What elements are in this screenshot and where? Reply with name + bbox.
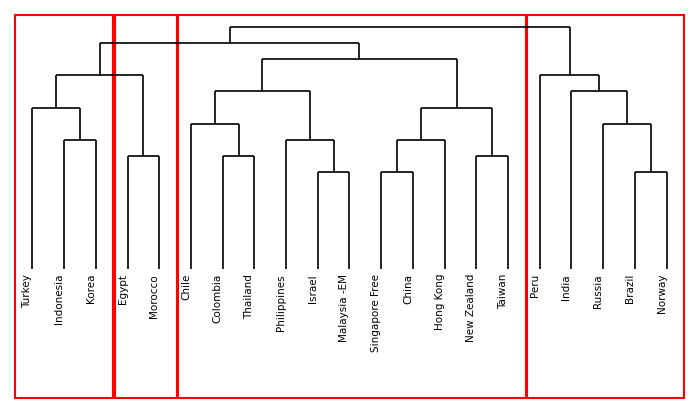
Text: Malaysia -EM: Malaysia -EM: [340, 274, 350, 342]
Text: Hong Kong: Hong Kong: [435, 274, 445, 330]
Text: Brazil: Brazil: [625, 274, 635, 303]
Text: Israel: Israel: [308, 274, 318, 303]
Text: Taiwan: Taiwan: [498, 274, 508, 309]
Text: Singapore Free: Singapore Free: [371, 274, 381, 352]
Text: China: China: [403, 274, 413, 304]
Text: Indonesia: Indonesia: [54, 274, 64, 324]
Text: Korea: Korea: [86, 274, 96, 303]
Bar: [527, 16, 684, 398]
Text: Colombia: Colombia: [212, 274, 223, 323]
Text: Philippines: Philippines: [276, 274, 286, 330]
Text: Norway: Norway: [656, 274, 667, 313]
Text: New Zealand: New Zealand: [466, 274, 476, 342]
Text: Chile: Chile: [181, 274, 191, 300]
Bar: [115, 16, 177, 398]
Text: Russia: Russia: [593, 274, 603, 308]
Text: Turkey: Turkey: [22, 274, 32, 308]
Bar: [15, 16, 113, 398]
Text: Egypt: Egypt: [117, 274, 127, 304]
Text: Morocco: Morocco: [149, 274, 159, 318]
Bar: [178, 16, 526, 398]
Text: Peru: Peru: [530, 274, 540, 297]
Text: India: India: [561, 274, 572, 300]
Text: Thailand: Thailand: [245, 274, 254, 319]
